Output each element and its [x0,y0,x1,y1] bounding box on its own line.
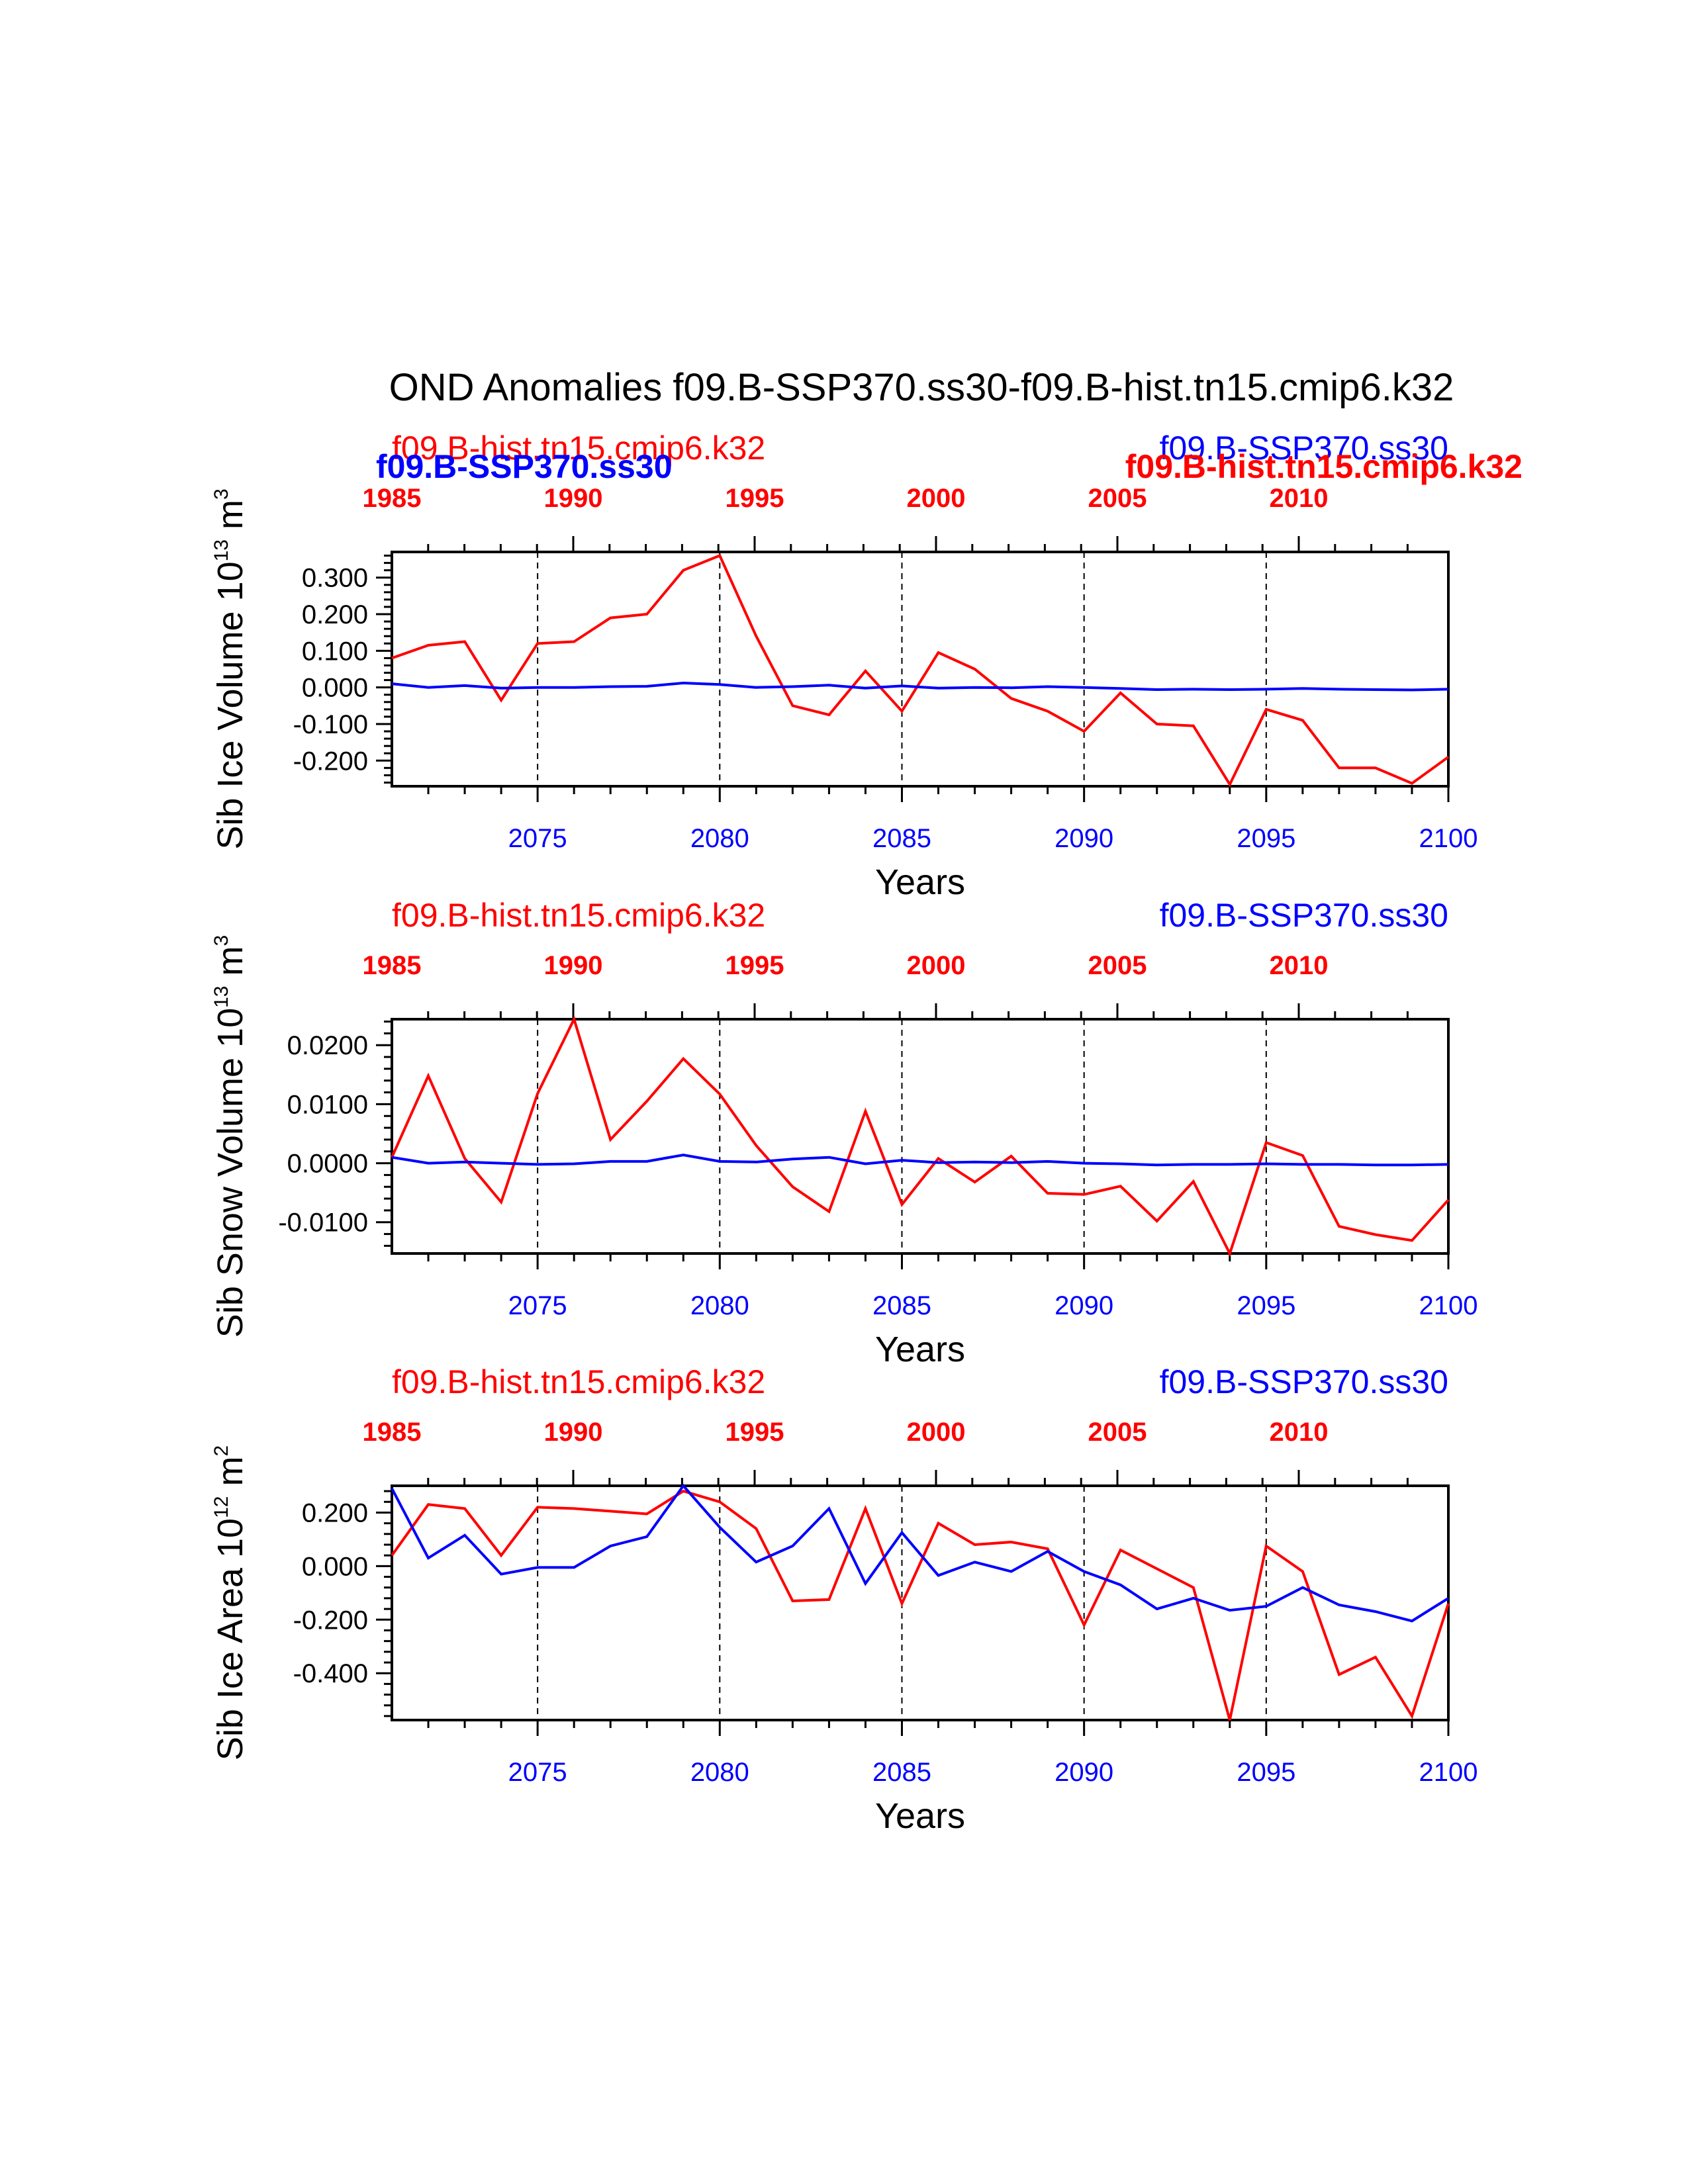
plot-frame [391,1018,1450,1255]
y-tick-label: 0.0000 [287,1150,368,1179]
y-axis-title-part: m [211,946,250,985]
x-tick-label: 2080 [690,1291,749,1320]
top-tick-label: 2000 [907,951,966,980]
top-tick-label: 2010 [1270,484,1329,513]
plot-frame [391,551,1450,788]
y-axis-title: Sib Snow Volume 1013 m3 [211,935,250,1338]
top-tick-label: 1985 [363,951,422,980]
y-tick-label: 0.200 [302,1498,368,1527]
x-tick-label: 2100 [1419,824,1478,853]
ssp-overlap-label: f09.B-SSP370.ss30 [376,448,673,485]
y-axis-title-part: 2 [211,1445,232,1457]
top-tick-label: 2010 [1270,1418,1329,1447]
top-tick-label: 2000 [907,484,966,513]
x-tick-label: 2080 [690,824,749,853]
ssp-experiment-label: f09.B-SSP370.ss30 [1160,897,1448,934]
top-tick-label: 1990 [544,484,603,513]
x-tick-label: 2085 [872,824,931,853]
x-tick-label: 2095 [1237,1758,1295,1787]
y-axis-title-part: 3 [211,935,232,946]
y-axis-title: Sib Ice Area 1012 m2 [211,1445,250,1760]
hist-experiment-label: f09.B-hist.tn15.cmip6.k32 [392,1363,765,1400]
x-tick-label: 2085 [872,1758,931,1787]
x-tick-label: 2080 [690,1758,749,1787]
y-tick-label: -0.100 [293,710,368,739]
ssp-experiment-label: f09.B-SSP370.ss30 [1160,1363,1448,1400]
y-tick-label: 0.200 [302,600,368,629]
x-tick-label: 2085 [872,1291,931,1320]
x-tick-label: 2075 [508,824,567,853]
y-axis-title-part: 12 [211,1496,232,1518]
y-tick-label: -0.400 [293,1659,368,1688]
y-tick-label: -0.200 [293,1606,368,1635]
chart-panel-3: 2075 2080 2085 2090 2095 2100 Years 1985 1990 199… [211,1363,1477,1836]
top-tick-label: 2000 [907,1418,966,1447]
top-tick-label: 1995 [726,951,784,980]
y-axis-title-part: m [211,500,250,539]
chart-panels: 2075 2080 2085 2090 2095 2100 Years 1985 1990 199… [211,430,1523,1836]
chart-panel-1: 2075 2080 2085 2090 2095 2100 Years 1985 1990 199… [211,430,1523,902]
y-axis-title: Sib Ice Volume 1013 m3 [211,488,250,849]
top-tick-label: 1990 [544,951,603,980]
top-tick-label: 1995 [726,1418,784,1447]
hist-overlap-label: f09.B-hist.tn15.cmip6.k32 [1125,448,1523,485]
top-tick-label: 1990 [544,1418,603,1447]
x-tick-label: 2100 [1419,1758,1478,1787]
ssp-series-line [391,681,1449,692]
x-tick-label: 2090 [1055,824,1113,853]
x-tick-label: 2090 [1055,1758,1113,1787]
y-tick-label: 0.000 [302,674,368,703]
y-tick-label: 0.0200 [287,1031,368,1060]
x-axis-title: Years [875,1796,965,1836]
chart-panel-2: 2075 2080 2085 2090 2095 2100 Years 1985 1990 199… [211,897,1477,1369]
y-tick-label: 0.300 [302,564,368,593]
y-axis-title-part: Sib Ice Volume 10 [211,561,250,849]
top-tick-label: 1985 [363,484,422,513]
ssp-experiment-label: f09.B-SSP370.ss30 [1160,430,1448,467]
top-tick-label: 2005 [1088,484,1147,513]
y-axis-title-part: 13 [211,985,232,1007]
y-axis-title-part: Sib Snow Volume 10 [211,1008,250,1338]
x-tick-label: 2090 [1055,1291,1113,1320]
y-axis-title-part: 3 [211,488,232,500]
y-tick-label: 0.0100 [287,1090,368,1119]
x-axis-title: Years [875,1330,965,1369]
x-tick-label: 2075 [508,1758,567,1787]
top-tick-label: 2005 [1088,951,1147,980]
hist-series-line [391,1489,1450,1721]
top-tick-label: 1995 [726,484,784,513]
x-tick-label: 2075 [508,1291,567,1320]
plot-frame [391,1484,1450,1721]
x-tick-label: 2095 [1237,824,1295,853]
top-tick-label: 2005 [1088,1418,1147,1447]
x-tick-label: 2100 [1419,1291,1478,1320]
y-axis-title-part: m [211,1457,250,1496]
hist-experiment-label: f09.B-hist.tn15.cmip6.k32 [392,430,765,467]
y-axis-title-part: Sib Ice Area 10 [211,1518,250,1760]
y-tick-label: 0.000 [302,1552,368,1581]
y-tick-label: -0.200 [293,747,368,776]
ssp-series-line [391,1154,1449,1167]
hist-experiment-label: f09.B-hist.tn15.cmip6.k32 [392,897,765,934]
hist-series-line [391,1015,1450,1257]
hist-series-line [391,553,1450,788]
y-tick-label: 0.100 [302,637,368,666]
x-axis-title: Years [875,862,965,902]
y-tick-label: -0.0100 [278,1208,368,1238]
figure-title: OND Anomalies f09.B-SSP370.ss30-f09.B-hi… [389,366,1454,409]
x-tick-label: 2095 [1237,1291,1295,1320]
y-axis-title-part: 13 [211,539,232,561]
top-tick-label: 1985 [363,1418,422,1447]
ssp-series-line [391,1483,1450,1623]
top-tick-label: 2010 [1270,951,1329,980]
